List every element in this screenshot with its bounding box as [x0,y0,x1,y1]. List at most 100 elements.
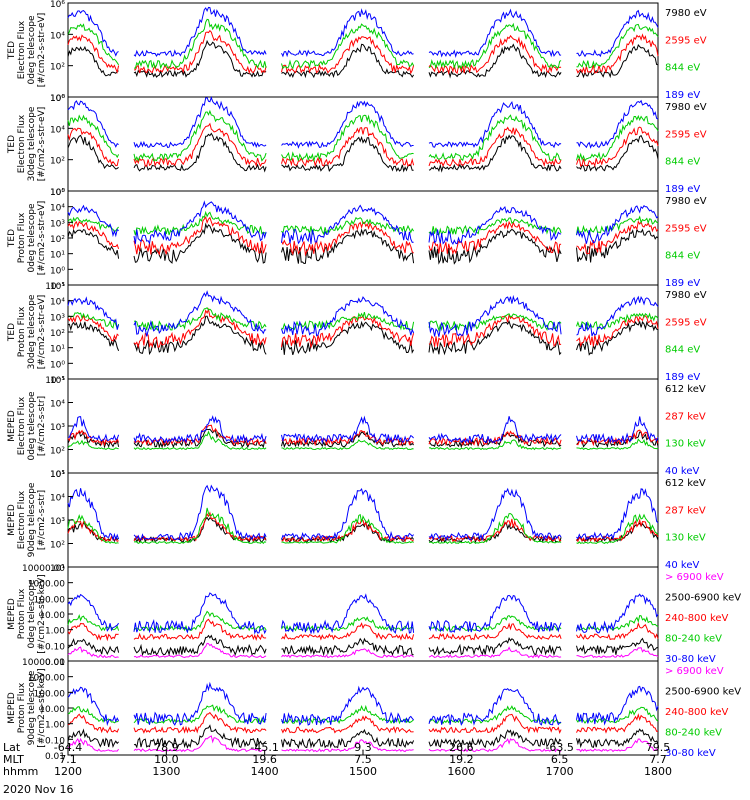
legend-entry: 2500-6900 keV [665,593,741,604]
x-axis-row-label-lat: Lat [3,741,21,754]
y-tick-label: 0.10 [45,642,65,652]
legend-entry: 189 eV [665,184,700,195]
y-tick-label: 10⁴ [50,400,65,410]
legend-entry: 7980 eV [665,290,707,301]
x-tick-lat: 79.5 [646,741,671,754]
panel-frame [67,190,659,286]
x-tick-hhmm: 1800 [644,765,672,778]
y-tick-label: 10⁴ [50,204,65,214]
y-tick-label: 10⁶ [50,94,65,104]
y-tick-label: 10² [50,63,65,73]
legend-entry: 2595 eV [665,317,707,328]
y-axis-title-line: 0deg telescope [27,579,37,649]
y-axis-title-line: TED [7,323,17,342]
y-axis-title-line: 30deg telescope [27,294,37,369]
y-axis-title-line: Proton Flux [17,682,27,733]
y-tick-label: 10⁻¹ [45,282,65,292]
y-tick-label: 10⁻¹ [45,376,65,386]
series-line-5 [67,681,659,727]
legend-entry: 80-240 keV [665,728,722,739]
y-axis-title-line: [#/cm2-s-str] [37,396,47,456]
series-line-3 [67,210,659,237]
y-tick-label: 10.00 [39,611,65,621]
y-axis-title: MEPED Proton Flux 0deg telescope [#/cm2-s-s… [7,574,47,653]
legend-entry: 30-80 keV [665,654,716,665]
legend-entry: 30-80 keV [665,748,716,759]
series-line-4 [67,290,659,337]
y-axis-title-line: Electron Flux [17,114,27,173]
x-tick-hhmm: 1400 [251,765,279,778]
series-line-2 [67,424,659,447]
y-tick-label: 10000.00 [22,564,65,574]
y-axis-title-line: [#/cm2-s-str-eV] [37,13,47,88]
legend-entry: 189 eV [665,372,700,383]
y-axis-title-line: Electron Flux [17,490,27,549]
panel-frame [67,2,659,98]
y-tick-label: 1000.00 [28,580,65,590]
series-line-2 [67,634,659,657]
panel-frame [67,96,659,192]
y-axis-title: TED Electron Flux 30deg telescope [#/cm2-s-… [7,106,47,181]
y-axis-title-line: MEPED [7,692,17,724]
x-tick-lat: -45.1 [250,741,278,754]
series-line-4 [67,6,659,58]
y-axis-title-line: 0deg telescope [27,15,37,85]
series-line-2 [67,724,659,749]
y-tick-label: 10⁰ [50,188,65,198]
y-axis-title-line: TED [7,135,17,154]
series-line-4 [67,200,659,245]
legend-entry: 40 keV [665,560,699,571]
y-tick-label: 10⁴ [50,494,65,504]
y-tick-label: 10⁵ [50,282,65,292]
panel-7: 0.010.101.0010.00100.001000.0010000.00ME… [7,564,741,668]
y-tick-label: 10² [50,235,65,245]
series-line-3 [67,507,659,545]
legend-entry: 287 keV [665,505,706,516]
series-line-2 [67,29,659,76]
series-line-4 [67,95,659,149]
panel-8: 0.010.101.0010.00100.001000.0010000.00ME… [7,658,741,762]
series-line-1 [67,315,659,356]
legend-entry: 189 eV [665,90,700,101]
legend-entry: 844 eV [665,251,700,262]
y-axis-title-line: [#/cm2-s-str-eV] [37,107,47,182]
y-axis-title-line: TED [7,41,17,60]
y-tick-label: 10¹ [50,470,65,480]
y-tick-label: 10¹ [50,345,65,355]
series-line-5 [67,592,659,635]
series-line-2 [67,122,659,168]
y-tick-label: 10⁵ [50,188,65,198]
legend-entry: > 6900 keV [665,572,724,583]
x-tick-mlt: 7.7 [649,753,667,766]
y-tick-label: 100.00 [34,595,66,605]
y-tick-label: 10² [50,157,65,167]
legend-entry: 40 keV [665,466,699,477]
y-tick-label: 10⁰ [50,266,65,276]
y-axis-title-line: 0deg telescope [27,391,37,461]
y-tick-label: 10¹ [50,564,65,574]
legend-entry: 2500-6900 keV [665,687,741,698]
y-axis-title-line: Proton Flux [17,588,27,639]
y-axis-title-line: [#/cm2-s-str] [37,490,47,550]
series-line-4 [67,704,659,725]
y-tick-label: 1000.00 [28,674,65,684]
panel-frame [67,284,659,380]
legend-entry: > 6900 keV [665,666,724,677]
series-line-3 [67,618,659,642]
y-tick-label: 1.00 [45,627,65,637]
legend-entry: 240-800 keV [665,613,729,624]
y-tick-label: 10000.00 [22,658,65,668]
y-axis-title-line: Electron Flux [17,396,27,455]
y-axis-title-line: [#/cm2-s-str-keV] [37,574,47,653]
legend-entry: 189 eV [665,278,700,289]
legend-entry: 844 eV [665,345,700,356]
y-axis-title: TED Electron Flux 0deg telescope [#/cm2-s-s… [7,13,47,88]
legend-entry: 2595 eV [665,35,707,46]
y-tick-label: 10⁰ [50,360,65,370]
y-axis-title: MEPED Proton Flux 90deg telescope [#/cm2-s-… [7,668,47,747]
x-tick-lat: 26.6 [449,741,474,754]
